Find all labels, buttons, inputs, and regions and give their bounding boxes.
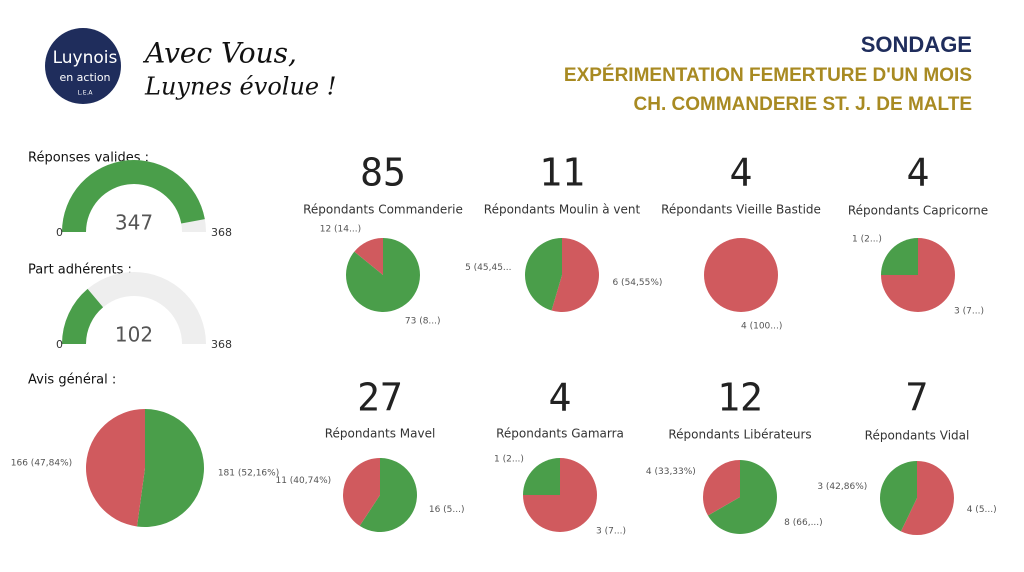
gauge-title: Part adhérents :	[28, 263, 132, 278]
logo-text: Luynois	[53, 48, 118, 68]
pie-title: Avis général :	[28, 373, 116, 388]
logo-text: L.E.A	[77, 90, 93, 97]
pie-data-label: 181 (52,16%)	[218, 468, 279, 478]
kpi-label: Répondants Moulin à vent	[484, 203, 641, 217]
pie-data-label: 6 (54,55%)	[612, 278, 662, 288]
pie-data-label: 5 (45,45...	[465, 263, 511, 273]
title: SONDAGE	[861, 32, 972, 57]
pie-slice	[137, 409, 204, 527]
gauge-value	[62, 159, 205, 232]
pie-data-label: 8 (66,...)	[784, 518, 823, 528]
pie-slice	[900, 461, 954, 535]
kpi-value: 85	[360, 151, 406, 195]
gauge-value	[62, 288, 104, 344]
subtitle: CH. COMMANDERIE ST. J. DE MALTE	[634, 94, 973, 115]
gauge-max: 368	[211, 338, 232, 351]
gauge-min: 0	[56, 338, 63, 351]
pie-slice	[345, 238, 420, 312]
pie-slice	[551, 238, 599, 312]
kpi-value: 7	[906, 376, 929, 420]
gauge-max: 368	[211, 226, 232, 239]
pie-data-label: 4 (100...)	[741, 322, 782, 332]
kpi-label: Répondants Capricorne	[848, 204, 988, 218]
pie-data-label: 3 (7...)	[954, 307, 984, 317]
kpi-value: 4	[549, 376, 572, 420]
slogan: Avec Vous,	[142, 37, 297, 70]
pie-slice	[354, 238, 383, 275]
kpi-value: 11	[539, 151, 585, 195]
kpi-label: Répondants Mavel	[325, 427, 436, 441]
pie-slice	[704, 238, 778, 312]
pie-slice	[359, 457, 418, 532]
gauge-track	[62, 272, 206, 344]
kpi-value: 4	[730, 151, 753, 195]
logo-text: en action	[59, 71, 110, 84]
pie-slice	[523, 458, 560, 495]
slogan: Luynes évolue !	[144, 73, 336, 101]
pie-data-label: 11 (40,74%)	[275, 476, 331, 486]
pie-slice	[525, 238, 562, 311]
pie-slice	[85, 409, 145, 527]
kpi-value: 12	[717, 376, 763, 420]
gauge-value-label: 102	[115, 323, 153, 347]
pie-data-label: 166 (47,84%)	[11, 459, 72, 469]
pie-data-label: 1 (2...)	[494, 454, 524, 464]
pie-slice	[707, 460, 777, 534]
pie-data-label: 16 (5...)	[429, 505, 465, 515]
kpi-label: Répondants Libérateurs	[668, 428, 811, 442]
pie-data-label: 3 (7...)	[596, 527, 626, 537]
logo-circle	[45, 28, 121, 104]
pie-data-label: 12 (14...)	[320, 224, 361, 234]
gauge-min: 0	[56, 226, 63, 239]
pie-slice	[343, 458, 380, 526]
kpi-label: Répondants Vieille Bastide	[661, 203, 821, 217]
kpi-label: Répondants Vidal	[865, 429, 970, 443]
pie-slice	[879, 461, 917, 532]
pie-data-label: 4 (5...)	[967, 505, 997, 515]
pie-data-label: 3 (42,86%)	[817, 482, 867, 492]
pie-data-label: 4 (33,33%)	[646, 467, 696, 477]
pie-slice	[702, 460, 740, 516]
pie-data-label: 1 (2...)	[852, 234, 882, 244]
pie-data-label: 73 (8...)	[405, 317, 441, 327]
kpi-label: Répondants Gamarra	[496, 427, 624, 441]
gauge-value-label: 347	[115, 211, 153, 235]
subtitle: EXPÉRIMENTATION FEMERTURE D'UN MOIS	[564, 64, 972, 86]
kpi-label: Répondants Commanderie	[303, 203, 463, 217]
kpi-value: 4	[907, 151, 930, 195]
pie-slice	[881, 238, 918, 275]
kpi-value: 27	[357, 376, 403, 420]
